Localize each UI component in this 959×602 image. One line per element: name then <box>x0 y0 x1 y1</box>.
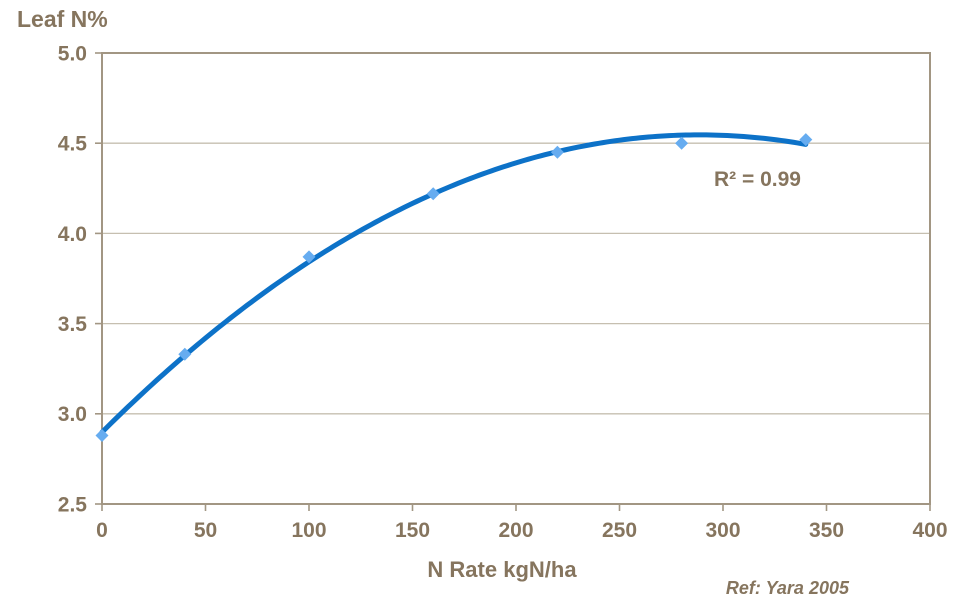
data-point-marker <box>675 136 689 150</box>
x-tick-label: 50 <box>194 519 217 542</box>
x-tick-label: 400 <box>912 519 947 542</box>
y-tick-label: 3.5 <box>58 313 88 336</box>
reference-note: Ref: Yara 2005 <box>725 578 849 598</box>
x-tick-label: 150 <box>395 519 430 542</box>
data-point-marker <box>799 133 813 147</box>
x-tick-label: 250 <box>602 519 637 542</box>
r-squared-annotation: R² = 0.99 <box>714 168 801 191</box>
x-tick-label: 100 <box>291 519 326 542</box>
data-point-marker <box>95 428 109 442</box>
chart-title: Leaf N% <box>17 6 108 32</box>
y-tick-label: 2.5 <box>58 493 88 516</box>
x-tick-label: 350 <box>809 519 844 542</box>
data-point-marker <box>426 187 440 201</box>
x-tick-label: 300 <box>705 519 740 542</box>
y-tick-label: 3.0 <box>58 403 87 426</box>
y-tick-label: 4.5 <box>58 133 88 156</box>
x-tick-label: 0 <box>96 519 108 542</box>
trendline-curve <box>99 132 809 435</box>
data-point-marker <box>550 145 564 159</box>
data-point-marker <box>178 347 192 361</box>
data-point-marker <box>302 250 316 264</box>
x-axis-title: N Rate kgN/ha <box>427 557 577 582</box>
y-tick-label: 5.0 <box>58 42 87 65</box>
y-tick-label: 4.0 <box>58 223 87 246</box>
x-tick-label: 200 <box>498 519 533 542</box>
